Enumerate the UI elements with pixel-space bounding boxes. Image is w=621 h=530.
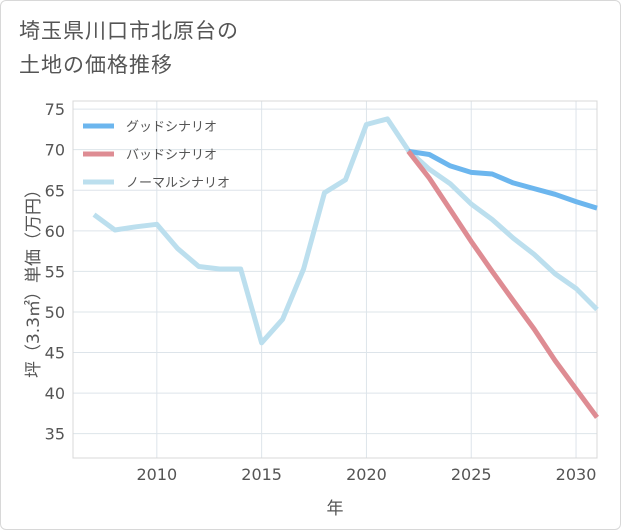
y-tick-label: 50	[45, 303, 65, 322]
x-tick-label: 2015	[241, 465, 282, 484]
y-axis-title: 坪（3.3㎡）単価（万円）	[24, 181, 44, 378]
x-axis-ticks: 2010 2015 2020 2025 2030	[136, 465, 596, 484]
series-lines	[92, 116, 600, 419]
y-tick-label: 65	[45, 181, 65, 200]
x-tick-label: 2025	[451, 465, 492, 484]
chart-title: 埼玉県川口市北原台の 土地の価格推移	[19, 14, 239, 82]
chart-title-line-1: 埼玉県川口市北原台の	[19, 19, 239, 43]
chart-title-line-2: 土地の価格推移	[19, 53, 173, 77]
series-line-0	[408, 148, 598, 211]
y-tick-label: 45	[45, 344, 65, 363]
y-tick-label: 70	[45, 141, 65, 160]
x-tick-label: 2010	[136, 465, 177, 484]
x-axis-title: 年	[327, 499, 344, 519]
series-line-2	[92, 116, 599, 346]
y-tick-label: 35	[45, 425, 65, 444]
y-axis-ticks: 35 40 45 50 55 60 65 70 75	[45, 100, 65, 444]
plot-area-frame	[72, 100, 598, 459]
series-line-1	[406, 149, 600, 419]
legend-label-0: グッドシナリオ	[126, 120, 217, 135]
grid	[73, 101, 597, 458]
y-tick-label: 55	[45, 262, 65, 281]
y-tick-label: 75	[45, 100, 65, 119]
y-tick-label: 60	[45, 222, 65, 241]
x-tick-label: 2020	[346, 465, 387, 484]
legend-label-2: ノーマルシナリオ	[126, 176, 230, 191]
y-tick-label: 40	[45, 384, 65, 403]
x-tick-label: 2030	[556, 465, 597, 484]
legend-label-1: バッドシナリオ	[126, 148, 217, 163]
